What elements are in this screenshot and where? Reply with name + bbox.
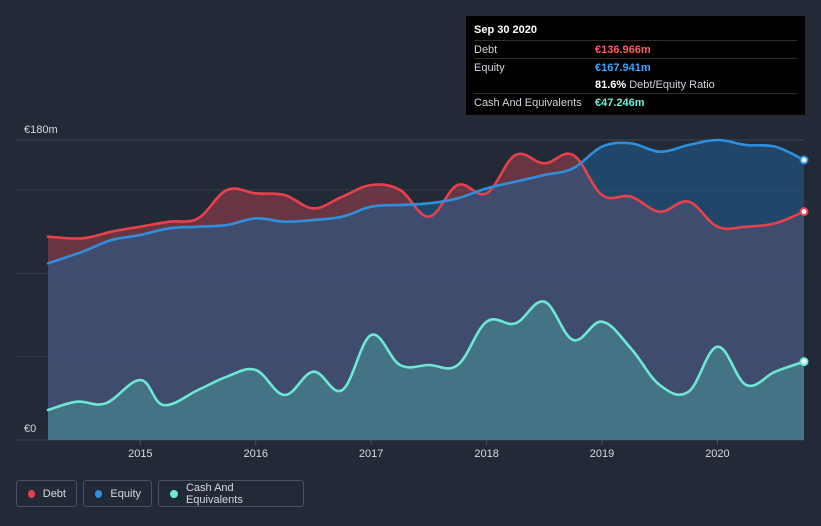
series-end-markers [799, 155, 809, 367]
cash-and-equivalents-line [46, 300, 806, 412]
legend-item-debt[interactable]: Debt [16, 480, 77, 507]
tooltip-equity-label: Equity [474, 61, 505, 74]
tooltip-row-debt: Debt €136.966m [474, 40, 797, 58]
tooltip-row-cash: Cash And Equivalents €47.246m [474, 93, 797, 111]
x-tick-label: 2017 [359, 448, 383, 460]
legend-equity-dot-icon [95, 489, 103, 498]
debt-line [46, 152, 806, 240]
tooltip-cash-label: Cash And Equivalents [474, 96, 582, 109]
equity-line [46, 138, 806, 265]
debt-end-marker [799, 207, 809, 217]
equity-area [48, 140, 804, 440]
tooltip-debt-value: €136.966m [595, 43, 651, 56]
cash-and-equivalents-end-marker [799, 357, 809, 367]
x-tick-label: 2015 [128, 448, 152, 460]
y-tick-label-max: €180m [24, 124, 58, 136]
legend-debt-dot-icon [28, 489, 35, 498]
series-areas [48, 140, 804, 440]
x-axis-ticks: 2015 2016 2017 2018 2019 2020 [128, 440, 730, 460]
y-tick-label-min: €0 [24, 423, 36, 435]
x-tick-label: 2016 [244, 448, 268, 460]
cash-and-equivalents-area [48, 301, 804, 440]
legend-equity-label: Equity [110, 487, 141, 500]
tooltip-debt-label: Debt [474, 43, 498, 56]
legend-cash-dot-icon [170, 489, 178, 498]
legend-cash-label: Cash And Equivalents [185, 481, 243, 506]
tooltip-row-ratio: 81.6% Debt/Equity Ratio [474, 76, 797, 93]
tooltip-equity-value: €167.941m [595, 61, 651, 74]
tooltip-ratio-value: 81.6% [595, 78, 627, 91]
legend-item-cash[interactable]: Cash And Equivalents [158, 480, 304, 507]
tooltip-ratio-caption: Debt/Equity Ratio [629, 78, 715, 91]
equity-end-marker [799, 155, 809, 165]
tooltip-cash-value: €47.246m [595, 96, 645, 109]
legend-item-equity[interactable]: Equity [83, 480, 152, 507]
chart-tooltip: Sep 30 2020 Debt €136.966m Equity €167.9… [466, 16, 805, 115]
tooltip-row-equity: Equity €167.941m [474, 58, 797, 76]
series-lines [46, 138, 806, 412]
legend-debt-label: Debt [42, 487, 66, 500]
x-tick-label: 2020 [705, 448, 729, 460]
x-tick-label: 2019 [590, 448, 614, 460]
x-tick-label: 2018 [474, 448, 498, 460]
tooltip-date: Sep 30 2020 [474, 24, 537, 36]
